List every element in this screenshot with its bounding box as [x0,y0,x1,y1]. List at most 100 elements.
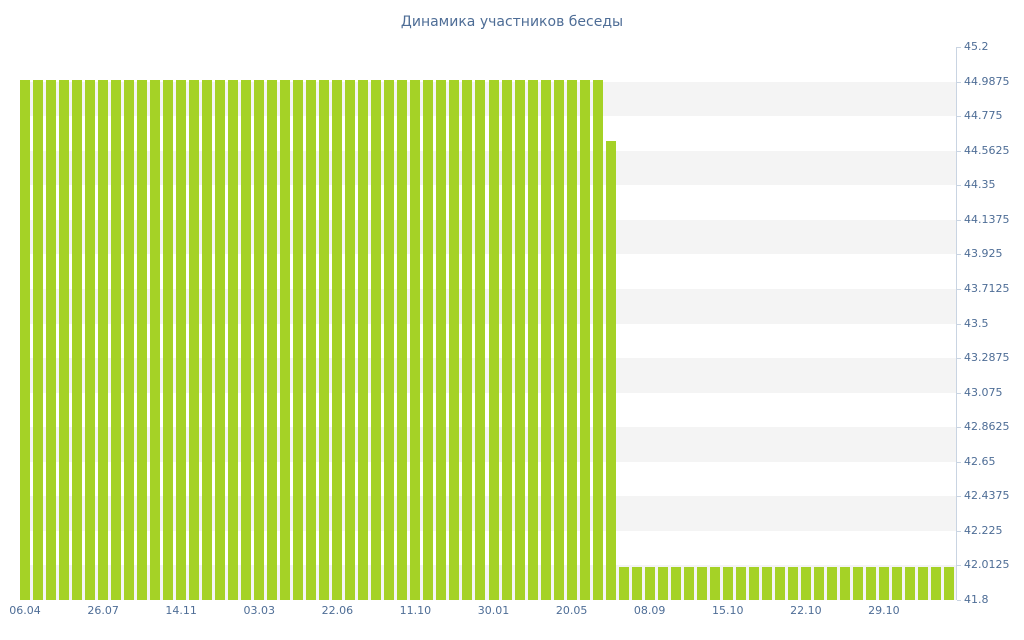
y-tick-label: 43.5 [964,316,989,330]
bar [891,567,902,600]
y-axis-tick [957,600,961,601]
y-axis-tick [957,150,961,152]
y-tick-label: 44.9875 [964,74,1010,88]
bar [371,79,382,600]
bar [722,567,733,600]
bar [488,79,499,600]
bar [813,567,824,600]
bar [163,79,174,600]
bar [358,79,369,600]
bar [280,79,291,600]
x-tick-label: 20.05 [555,604,588,617]
bar [917,567,928,600]
y-tick-label: 43.925 [964,247,1003,261]
y-tick-label: 44.1375 [964,212,1010,226]
x-tick-label: 30.01 [477,604,510,617]
bar [930,567,941,600]
bar [592,79,603,600]
bar [774,567,785,600]
bar [657,567,668,600]
bar [228,79,239,600]
bar [748,567,759,600]
y-tick-label: 41.8 [964,593,989,606]
x-tick-label: 03.03 [243,604,276,617]
bar [605,141,616,600]
bar [501,79,512,600]
bar [59,79,70,600]
y-tick-label: 44.35 [964,178,996,192]
y-tick-label: 44.5625 [964,143,1010,157]
x-tick-label: 22.10 [790,604,822,617]
bar [293,79,304,600]
bar [761,567,772,600]
bar [514,79,525,600]
y-tick-label: 43.2875 [964,351,1010,365]
chart-title: Динамика участников беседы [400,14,624,30]
y-axis-tick [957,219,961,221]
y-axis-tick [957,392,961,394]
bar [878,567,889,600]
bar [579,79,590,600]
bar [410,79,421,600]
bar [566,79,577,600]
bar [553,79,564,600]
bar [670,567,681,600]
bar [137,79,148,600]
bar [865,567,876,600]
y-axis-tick [957,81,961,83]
bar [98,79,109,600]
x-tick-label: 15.10 [712,604,744,617]
y-axis-tick [957,496,961,498]
bar [449,79,460,600]
bar [202,79,213,600]
x-tick-label: 22.06 [321,604,354,617]
bar [384,79,395,600]
bar [436,79,447,600]
bar [124,79,135,600]
x-tick-label: 08.09 [633,604,666,617]
y-axis-line [956,47,957,600]
bar [527,79,538,600]
bar [904,567,915,600]
bar [644,567,655,600]
bar [20,79,30,600]
bar [176,79,187,600]
bar [800,567,811,600]
y-axis-tick [957,461,961,463]
y-tick-label: 42.225 [964,523,1003,537]
bar [150,79,161,600]
bar [826,567,837,600]
y-axis-tick [957,288,961,290]
y-tick-label: 42.4375 [964,489,1010,503]
bar [306,79,317,600]
bar [189,79,200,600]
bar [709,567,720,600]
y-tick-label: 43.075 [964,385,1003,399]
y-axis-tick [957,254,961,256]
x-tick-label: 26.07 [87,604,119,617]
bar [85,79,96,600]
y-tick-label: 45.2 [964,40,989,53]
y-axis-tick [957,116,961,118]
x-tick-label: 11.10 [399,604,432,617]
bar [839,567,850,600]
bar [787,567,798,600]
bar [943,567,954,600]
bar [254,79,265,600]
y-axis-tick [957,530,961,532]
y-axis-tick [957,47,961,48]
bar [33,79,43,600]
y-axis-tick [957,427,961,429]
bar [72,79,83,600]
bar [241,79,252,600]
bar [618,567,629,600]
y-axis-tick [957,185,961,187]
bar [540,79,551,600]
bar [111,79,122,600]
bar [735,567,746,600]
x-tick-label: 06.04 [9,604,41,617]
bar [683,567,694,600]
x-tick-label: 14.11 [165,604,197,617]
y-tick-label: 42.0125 [964,558,1010,572]
